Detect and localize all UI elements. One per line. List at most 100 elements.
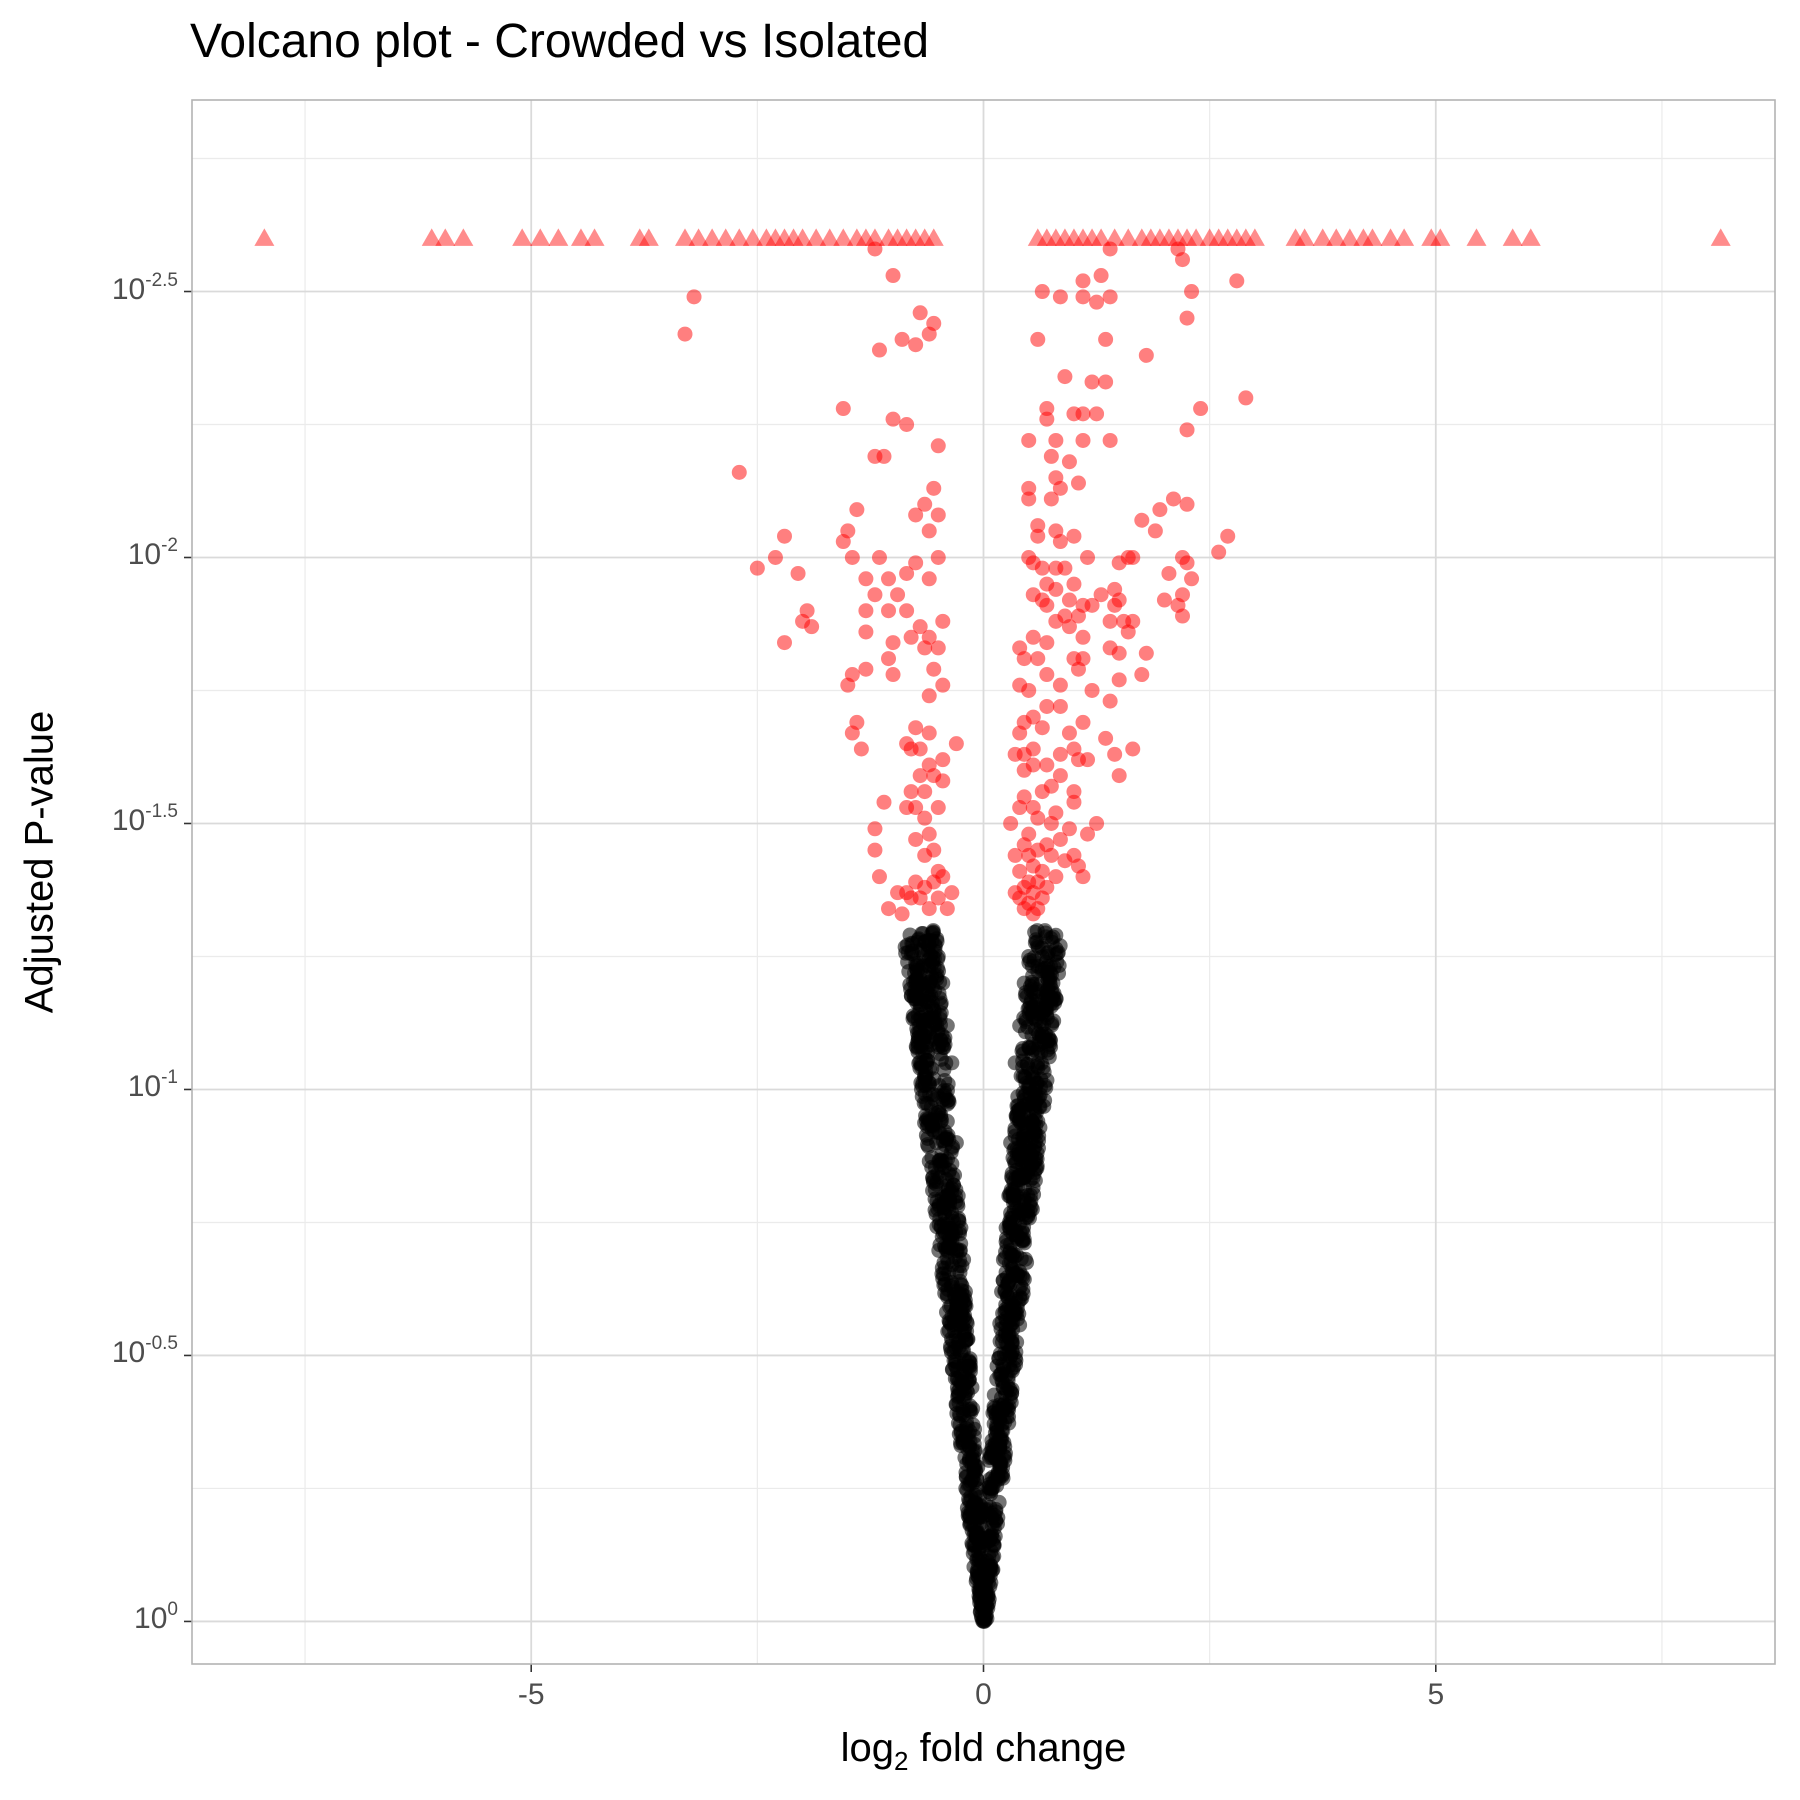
capped-significant-triangle xyxy=(1104,228,1125,246)
significant-point xyxy=(1021,491,1037,507)
not-significant-points xyxy=(897,923,1068,1629)
significant-point xyxy=(908,831,924,847)
significant-point xyxy=(1111,645,1127,661)
not-significant-point xyxy=(912,964,928,980)
not-significant-point xyxy=(949,1370,965,1386)
capped-significant-triangle xyxy=(905,228,926,246)
significant-point xyxy=(899,603,915,619)
significant-point xyxy=(871,549,887,565)
significant-point xyxy=(749,560,765,576)
significant-point xyxy=(1175,549,1191,565)
significant-point xyxy=(885,268,901,284)
capped-significant-triangle xyxy=(435,228,456,246)
capped-significant-triangle xyxy=(674,228,695,246)
significant-point xyxy=(1075,629,1091,645)
significant-point xyxy=(1034,784,1050,800)
significant-point xyxy=(1089,406,1105,422)
significant-point xyxy=(903,890,919,906)
capped-significant-triangle xyxy=(783,228,804,246)
significant-point xyxy=(1066,794,1082,810)
significant-point xyxy=(1043,847,1059,863)
not-significant-point xyxy=(929,960,945,976)
significant-point xyxy=(1175,252,1191,268)
significant-point xyxy=(903,741,919,757)
significant-point xyxy=(1134,667,1150,683)
not-significant-point xyxy=(995,1328,1011,1344)
significant-point xyxy=(1156,592,1172,608)
significant-point xyxy=(767,549,783,565)
not-significant-point xyxy=(998,1220,1014,1236)
significant-point xyxy=(776,528,792,544)
not-significant-point xyxy=(1051,965,1067,981)
significant-point xyxy=(1057,369,1073,385)
significant-point xyxy=(804,619,820,635)
significant-point xyxy=(1098,730,1114,746)
not-significant-point xyxy=(999,1237,1015,1253)
not-significant-point xyxy=(976,1613,991,1629)
not-significant-point xyxy=(952,1408,968,1424)
significant-point xyxy=(1098,374,1114,390)
significant-point xyxy=(1066,528,1082,544)
not-significant-point xyxy=(979,1571,995,1587)
not-significant-point xyxy=(1034,1028,1050,1044)
significant-point xyxy=(885,635,901,651)
capped-significant-triangle xyxy=(1502,228,1523,246)
significant-point xyxy=(1025,629,1041,645)
y-tick-label: 10-1.5 xyxy=(111,801,178,838)
significant-point xyxy=(835,401,851,417)
significant-point xyxy=(1012,863,1028,879)
significant-point xyxy=(1025,906,1041,922)
significant-point xyxy=(903,629,919,645)
not-significant-point xyxy=(986,1401,1002,1417)
significant-point xyxy=(1093,587,1109,603)
significant-point xyxy=(1061,725,1077,741)
significant-point xyxy=(1102,241,1118,257)
significant-point xyxy=(1066,784,1082,800)
significant-point xyxy=(1229,273,1245,289)
significant-point xyxy=(921,901,937,917)
not-significant-point xyxy=(1025,1116,1041,1132)
not-significant-point xyxy=(1012,1018,1028,1034)
significant-point xyxy=(1107,597,1123,613)
significant-point xyxy=(930,549,946,565)
significant-point xyxy=(930,890,946,906)
not-significant-point xyxy=(1033,1045,1049,1061)
not-significant-point xyxy=(930,948,946,964)
significant-point xyxy=(935,613,951,629)
significant-point xyxy=(871,869,887,885)
significant-point xyxy=(1179,496,1195,512)
significant-point xyxy=(935,773,951,789)
significant-point xyxy=(1052,534,1068,550)
capped-significant-triangle xyxy=(923,228,944,246)
significant-point xyxy=(858,661,874,677)
y-tick-label: 10-2.5 xyxy=(111,269,178,306)
significant-point xyxy=(1012,725,1028,741)
significant-point xyxy=(1016,651,1032,667)
significant-point xyxy=(1007,847,1023,863)
capped-significant-triangle xyxy=(756,228,777,246)
capped-significant-triangle xyxy=(638,228,659,246)
significant-point xyxy=(890,885,906,901)
not-significant-point xyxy=(941,1201,957,1217)
not-significant-point xyxy=(994,1416,1010,1432)
not-significant-point xyxy=(1012,1194,1028,1210)
not-significant-point xyxy=(937,1224,953,1240)
not-significant-point xyxy=(926,1071,942,1087)
significant-point xyxy=(844,549,860,565)
capped-significant-triangle xyxy=(1082,228,1103,246)
significant-point xyxy=(1057,853,1073,869)
capped-significant-triangle xyxy=(1710,228,1731,246)
not-significant-point xyxy=(951,1395,967,1411)
significant-point xyxy=(1061,454,1077,470)
capped-significant-triangle xyxy=(512,228,533,246)
significant-point xyxy=(1030,518,1046,534)
x-tick-label: 5 xyxy=(1427,1678,1445,1711)
capped-significant-triangle xyxy=(1177,228,1198,246)
not-significant-point xyxy=(985,1443,1001,1459)
significant-point xyxy=(1184,571,1200,587)
capped-significant-triangle xyxy=(1421,228,1442,246)
not-significant-point xyxy=(927,1113,943,1129)
capped-significant-triangle xyxy=(833,228,854,246)
not-significant-point xyxy=(953,1220,969,1236)
significant-points xyxy=(677,241,1254,922)
